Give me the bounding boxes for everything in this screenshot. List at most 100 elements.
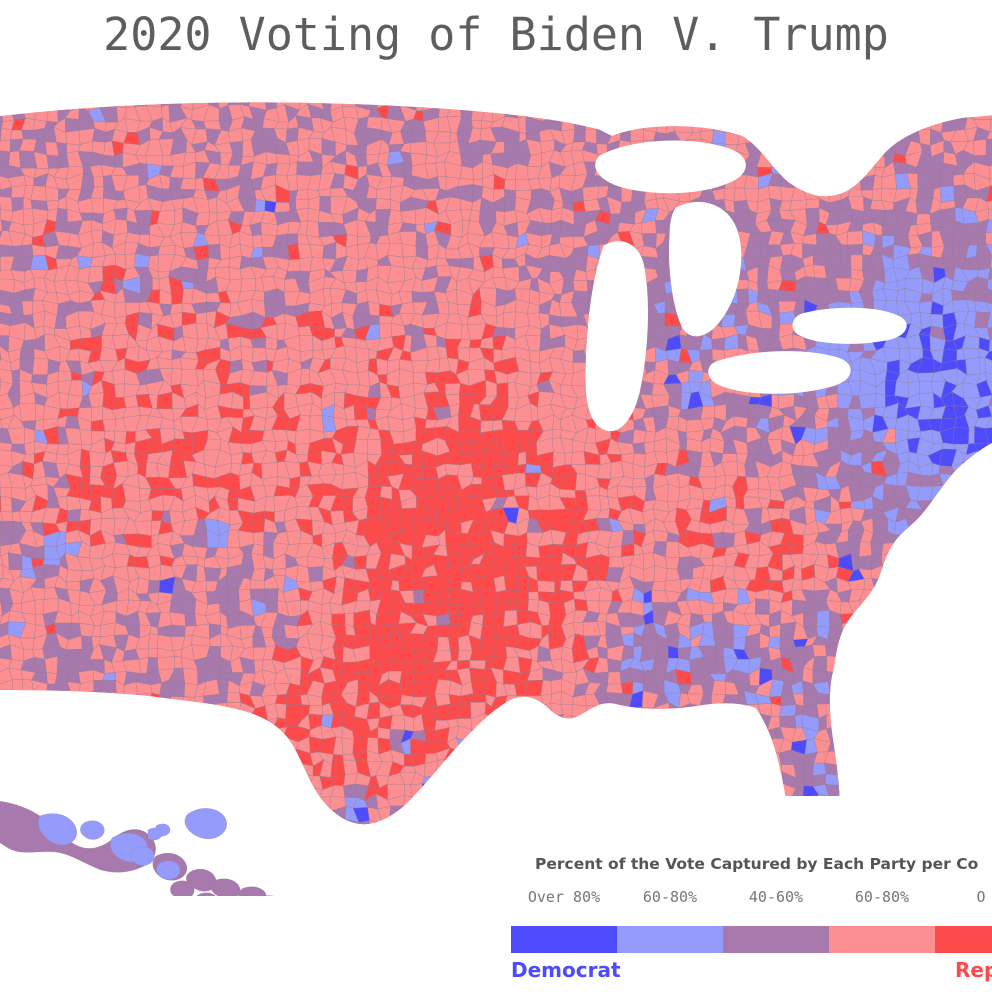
county[interactable] <box>0 243 15 257</box>
county[interactable] <box>226 529 240 549</box>
county[interactable] <box>307 566 324 583</box>
county[interactable] <box>874 130 887 144</box>
county[interactable] <box>55 208 68 223</box>
county[interactable] <box>342 270 357 284</box>
county[interactable] <box>874 392 886 408</box>
county[interactable] <box>469 209 481 223</box>
county[interactable] <box>836 118 854 133</box>
county[interactable] <box>93 176 104 188</box>
county[interactable] <box>515 575 530 593</box>
county[interactable] <box>745 105 759 122</box>
county[interactable] <box>195 322 209 340</box>
county[interactable] <box>505 589 517 604</box>
county[interactable] <box>517 451 527 466</box>
county[interactable] <box>99 622 117 638</box>
county[interactable] <box>989 119 992 133</box>
county[interactable] <box>884 380 897 396</box>
county[interactable] <box>697 465 717 478</box>
county[interactable] <box>134 253 151 268</box>
county[interactable] <box>19 403 37 422</box>
county[interactable] <box>571 290 590 305</box>
county[interactable] <box>824 129 840 142</box>
county[interactable] <box>951 96 969 111</box>
county[interactable] <box>962 576 977 594</box>
county[interactable] <box>88 392 105 408</box>
county[interactable] <box>938 175 954 188</box>
county[interactable] <box>860 609 874 626</box>
county[interactable] <box>435 96 451 108</box>
county[interactable] <box>66 495 82 512</box>
county[interactable] <box>814 128 827 142</box>
county[interactable] <box>768 139 785 154</box>
county[interactable] <box>503 575 517 591</box>
county[interactable] <box>459 165 475 180</box>
county[interactable] <box>859 96 876 112</box>
county[interactable] <box>503 543 515 559</box>
county[interactable] <box>195 311 208 324</box>
county[interactable] <box>758 127 772 142</box>
county[interactable] <box>951 484 968 502</box>
county[interactable] <box>528 591 540 601</box>
county[interactable] <box>366 406 377 421</box>
county[interactable] <box>67 508 82 522</box>
county[interactable] <box>272 567 287 577</box>
county[interactable] <box>448 580 462 590</box>
county[interactable] <box>504 602 518 612</box>
county[interactable] <box>584 104 600 118</box>
county[interactable] <box>678 96 693 108</box>
county[interactable] <box>735 496 745 510</box>
county[interactable] <box>783 152 797 168</box>
county[interactable] <box>840 163 850 179</box>
county[interactable] <box>367 438 382 455</box>
county[interactable] <box>801 165 817 177</box>
county[interactable] <box>916 581 934 594</box>
county[interactable] <box>21 300 33 316</box>
county[interactable] <box>858 392 877 410</box>
county[interactable] <box>895 552 908 571</box>
county[interactable] <box>65 581 81 592</box>
county[interactable] <box>892 117 910 132</box>
county[interactable] <box>30 185 47 202</box>
county[interactable] <box>931 601 945 617</box>
county[interactable] <box>147 580 161 595</box>
choropleth-map[interactable] <box>0 96 992 896</box>
county[interactable] <box>584 96 600 111</box>
county[interactable] <box>470 120 482 130</box>
county[interactable] <box>561 117 575 132</box>
county[interactable] <box>538 96 555 109</box>
county[interactable] <box>111 368 126 385</box>
county[interactable] <box>988 162 992 180</box>
county[interactable] <box>274 202 290 214</box>
county[interactable] <box>598 107 612 118</box>
county[interactable] <box>840 254 852 270</box>
county[interactable] <box>938 533 957 546</box>
county[interactable] <box>548 602 567 617</box>
county[interactable] <box>526 96 540 108</box>
county[interactable] <box>573 104 589 120</box>
county[interactable] <box>364 486 383 498</box>
county[interactable] <box>792 103 808 122</box>
county[interactable] <box>985 243 992 256</box>
county[interactable] <box>767 127 784 142</box>
county[interactable] <box>792 96 808 105</box>
county[interactable] <box>789 126 808 143</box>
county[interactable] <box>812 176 830 189</box>
county[interactable] <box>640 104 659 123</box>
county[interactable] <box>112 553 130 569</box>
county[interactable] <box>954 506 969 524</box>
county[interactable] <box>771 393 779 410</box>
county[interactable] <box>767 116 783 130</box>
county[interactable] <box>179 178 197 190</box>
county[interactable] <box>859 129 877 145</box>
county[interactable] <box>962 96 979 111</box>
county[interactable] <box>300 368 311 387</box>
county[interactable] <box>254 199 266 213</box>
county[interactable] <box>778 116 795 130</box>
county[interactable] <box>815 232 832 246</box>
county[interactable] <box>789 117 806 134</box>
county[interactable] <box>801 96 820 111</box>
county[interactable] <box>184 438 193 456</box>
county[interactable] <box>850 254 863 272</box>
county[interactable] <box>813 162 828 178</box>
county[interactable] <box>264 495 275 513</box>
